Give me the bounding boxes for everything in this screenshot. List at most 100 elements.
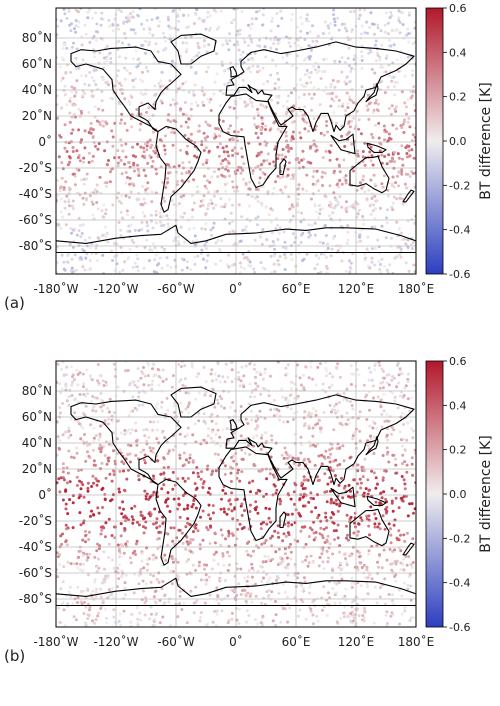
data-point [121,41,125,45]
data-point [379,142,383,146]
data-point [328,403,332,407]
data-point [117,199,121,203]
data-point [162,483,166,487]
data-point [112,362,116,366]
data-point [192,499,196,503]
data-point [413,384,416,388]
data-point [397,381,401,385]
data-point [269,254,273,258]
data-point [393,151,397,154]
data-point [398,253,402,257]
data-point [298,376,302,380]
data-point [119,522,123,526]
data-point [137,191,141,195]
data-point [62,188,66,191]
data-point [388,547,392,551]
data-point [72,378,76,382]
data-point [324,511,328,515]
data-point [345,513,349,517]
colorbar-tick-label: 0.2 [449,91,467,104]
data-point [74,67,78,70]
data-point [344,109,347,113]
data-point [363,457,367,461]
data-point [225,512,229,516]
data-point [401,163,405,167]
data-point [193,422,197,426]
data-point [334,498,338,502]
data-point [269,536,273,540]
data-point [169,569,173,573]
data-point [367,489,371,493]
data-point [361,475,365,479]
data-point [171,570,175,573]
data-point [81,483,85,487]
data-point [81,372,85,376]
data-point [309,365,313,369]
data-point [113,536,117,540]
data-point [364,487,368,491]
data-point [240,457,244,461]
data-point [262,159,266,163]
data-point [350,605,354,609]
data-point [102,384,106,387]
data-point [99,450,103,454]
data-point [113,462,117,466]
data-point [339,616,343,620]
data-point [186,542,190,546]
data-point [327,31,331,35]
data-point [303,410,307,414]
data-point [341,22,344,26]
data-point [167,18,170,22]
data-point [307,75,311,79]
data-point [412,429,415,433]
data-point [304,542,308,546]
data-point [361,614,365,617]
data-point [391,509,395,513]
data-point [82,495,86,499]
data-point [132,28,136,32]
data-point [166,222,170,226]
data-point [171,9,175,13]
data-point [125,213,129,217]
data-point [117,487,121,491]
data-point [108,472,112,476]
data-point [122,597,126,600]
data-point [365,418,369,421]
data-point [166,264,170,267]
data-point [85,387,89,391]
data-point [67,395,71,399]
data-point [169,37,172,41]
data-point [350,119,353,123]
data-point [224,362,228,366]
data-point [322,411,326,414]
data-point [314,506,318,510]
data-point [154,601,158,605]
data-point [406,246,410,249]
data-point [207,202,211,206]
data-point [86,617,90,621]
data-point [315,475,319,479]
data-point [134,421,138,425]
data-point [333,538,336,542]
data-point [198,560,201,564]
data-point [84,32,88,36]
data-point [393,489,397,493]
data-point [407,117,411,120]
data-point [284,366,288,370]
data-point [274,623,278,627]
data-point [266,80,270,83]
data-point [130,238,134,242]
data-point [403,609,407,613]
data-point [373,194,377,198]
data-point [63,12,67,16]
data-point [136,621,140,625]
data-point [69,70,73,74]
data-point [160,563,164,567]
data-point [350,88,354,91]
data-point [248,503,252,507]
data-point [142,27,146,31]
data-point [145,238,149,242]
data-point [246,575,250,579]
data-point [178,594,182,598]
data-point [230,509,234,513]
